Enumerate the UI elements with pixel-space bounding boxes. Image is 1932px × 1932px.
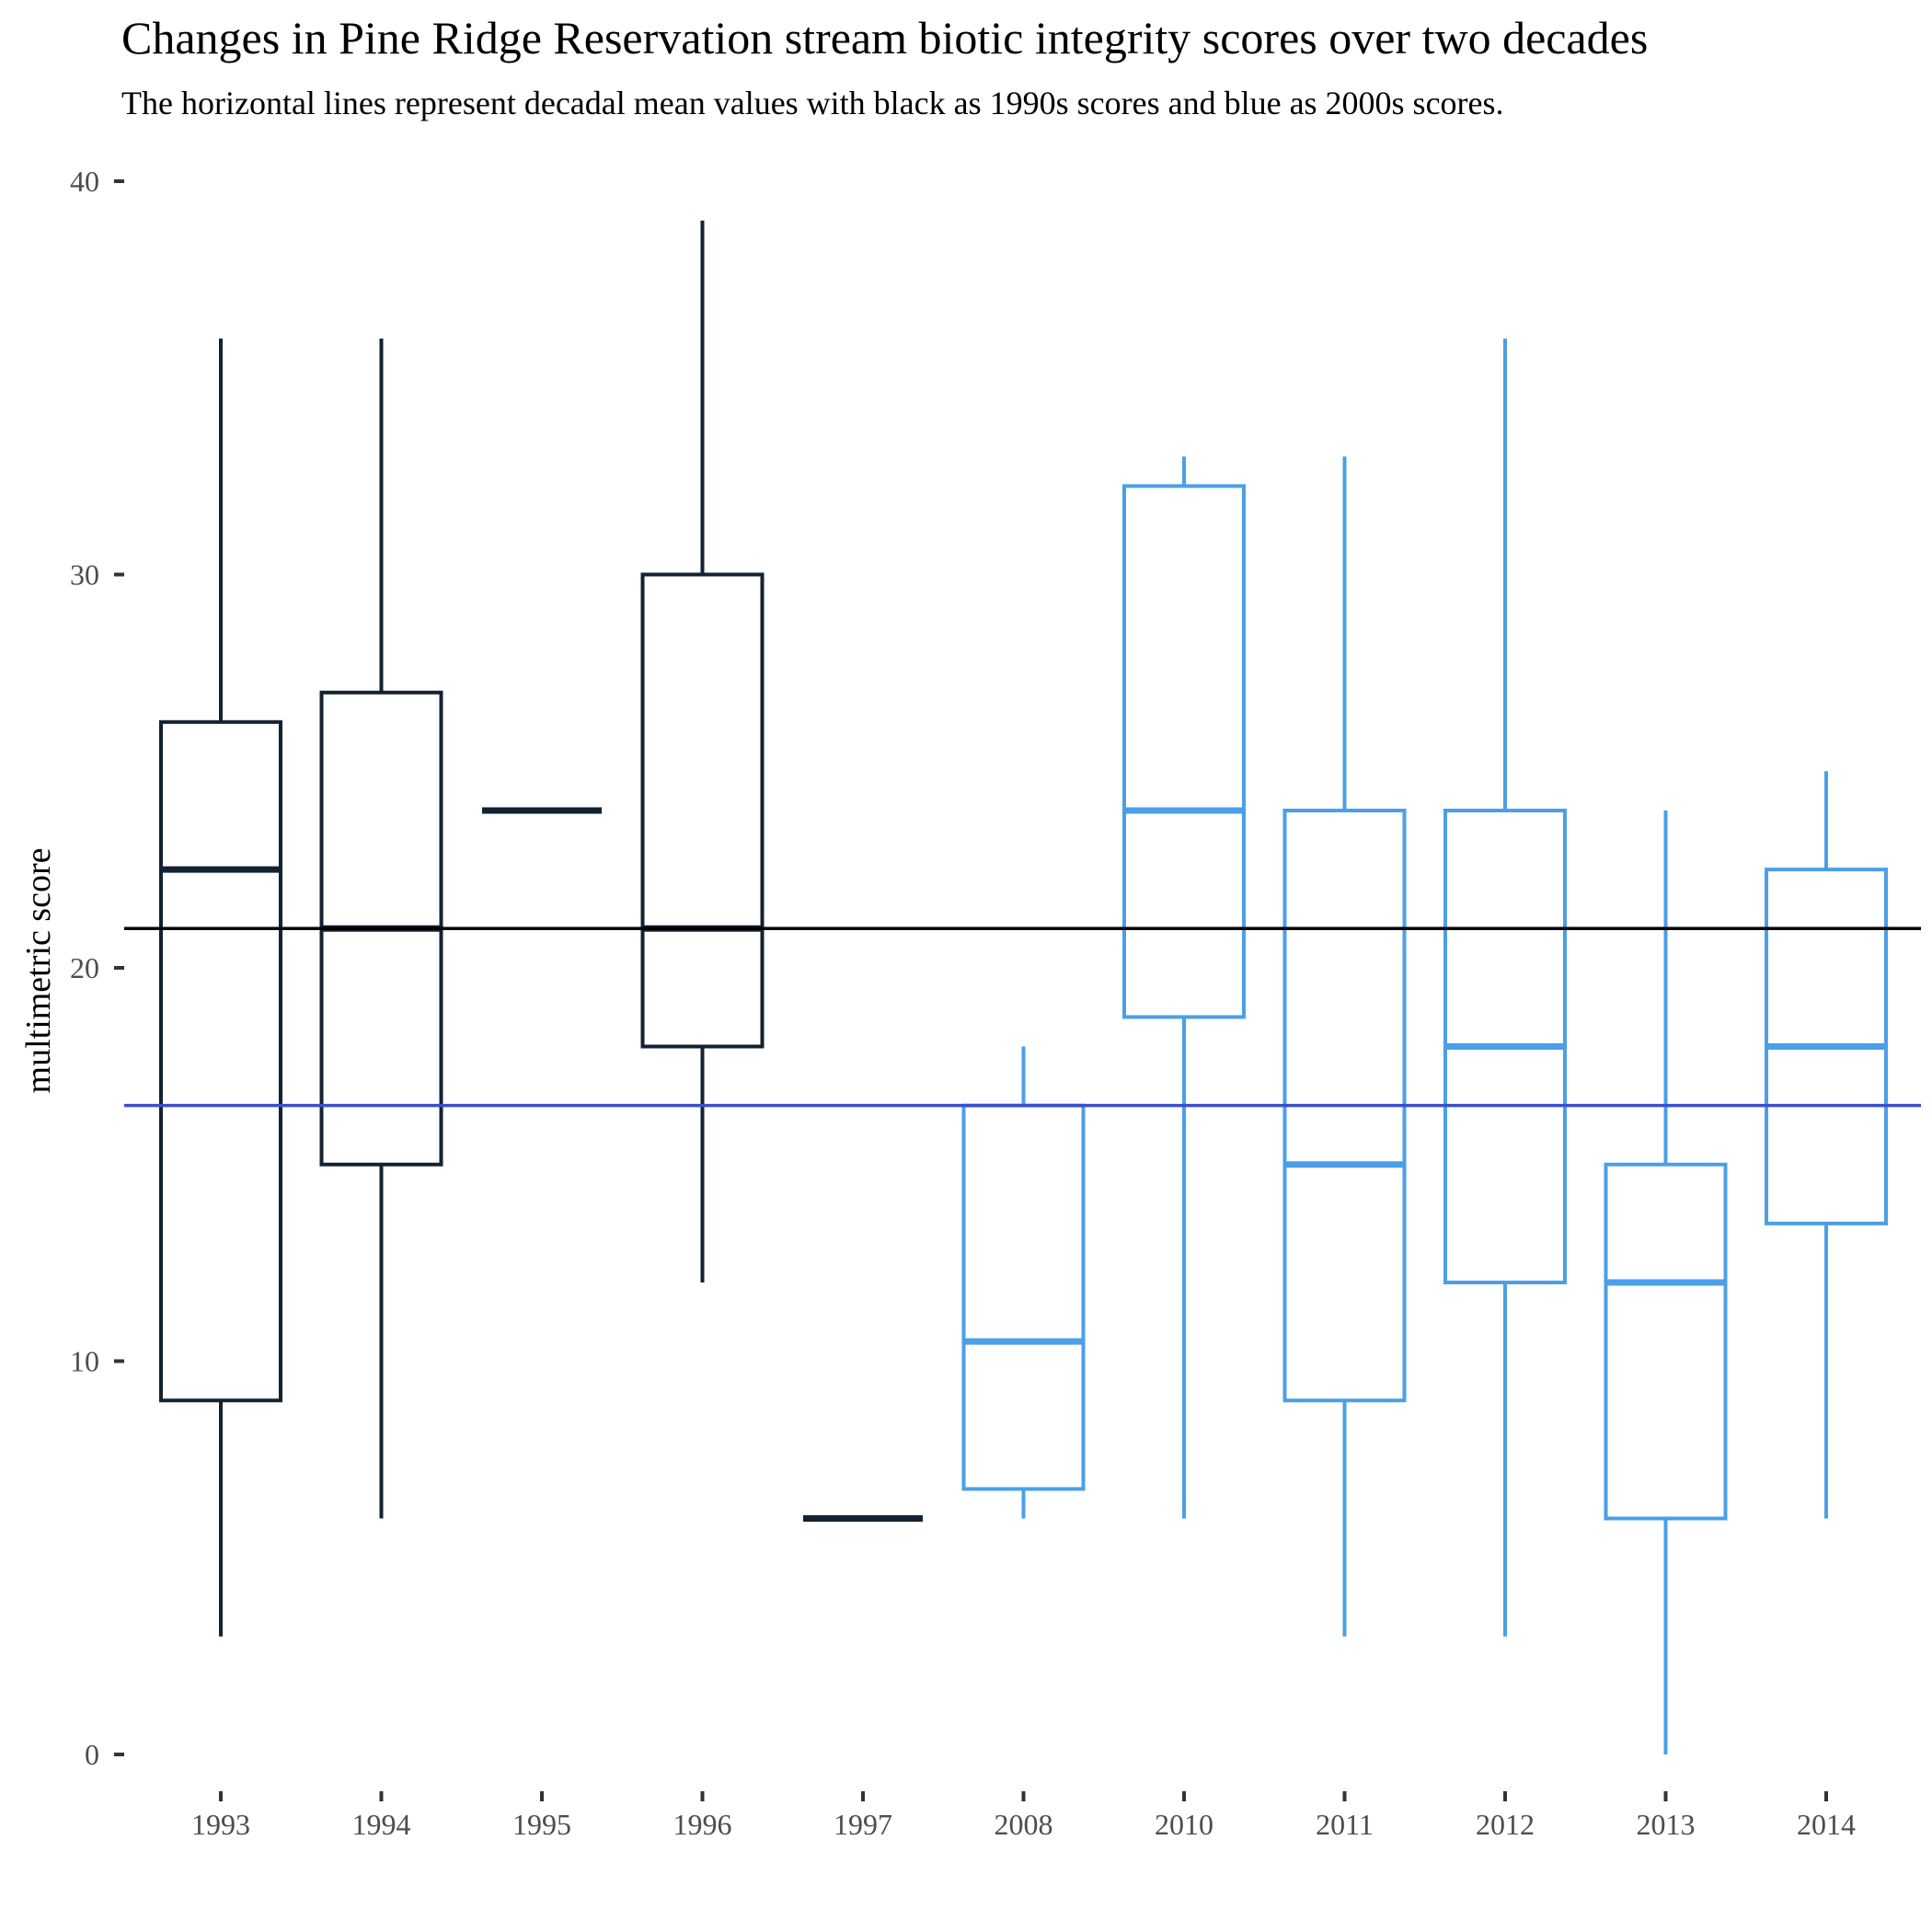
box-body (159, 719, 282, 1403)
box-body (1122, 484, 1246, 1019)
box-1993 (159, 339, 282, 1637)
x-tick-label: 1996 (673, 1808, 732, 1841)
box-1996 (640, 220, 765, 1282)
y-tick-label: 40 (70, 165, 99, 198)
y-tick-label: 0 (85, 1738, 99, 1771)
box-2012 (1443, 339, 1567, 1637)
reference-lines (124, 926, 1921, 1108)
y-tick-label: 10 (70, 1345, 99, 1378)
box-body (640, 572, 765, 1049)
boxplot-series (159, 220, 1888, 1754)
box-body (961, 1103, 1086, 1491)
y-tick-label: 30 (70, 558, 99, 592)
y-axis: 0 10 20 30 40 (70, 165, 124, 1771)
x-tick-label: 2013 (1637, 1808, 1696, 1841)
x-tick-label: 2012 (1476, 1808, 1535, 1841)
x-tick-label: 1994 (352, 1808, 411, 1841)
x-tick-label: 1997 (834, 1808, 892, 1841)
x-tick-label: 2014 (1797, 1808, 1856, 1841)
x-tick-label: 2011 (1316, 1808, 1374, 1841)
y-tick-label: 20 (70, 951, 99, 984)
box-2011 (1282, 456, 1407, 1637)
x-tick-label: 2010 (1155, 1808, 1213, 1841)
x-tick-label: 1995 (512, 1808, 571, 1841)
chart-title: Changes in Pine Ridge Reservation stream… (121, 12, 1648, 63)
box-2013 (1604, 811, 1728, 1754)
x-tick-label: 2008 (995, 1808, 1053, 1841)
x-tick-label: 1993 (191, 1808, 250, 1841)
box-2008 (961, 1046, 1086, 1519)
box-2010 (1122, 456, 1246, 1519)
x-axis: 1993 1994 1995 1996 1997 2008 2010 2011 2012 2013… (191, 1791, 1856, 1841)
y-axis-title: multimetric score (19, 848, 58, 1094)
box-2014 (1765, 771, 1888, 1519)
box-body (1604, 1162, 1728, 1521)
chart-subtitle: The horizontal lines represent decadal m… (121, 85, 1504, 121)
